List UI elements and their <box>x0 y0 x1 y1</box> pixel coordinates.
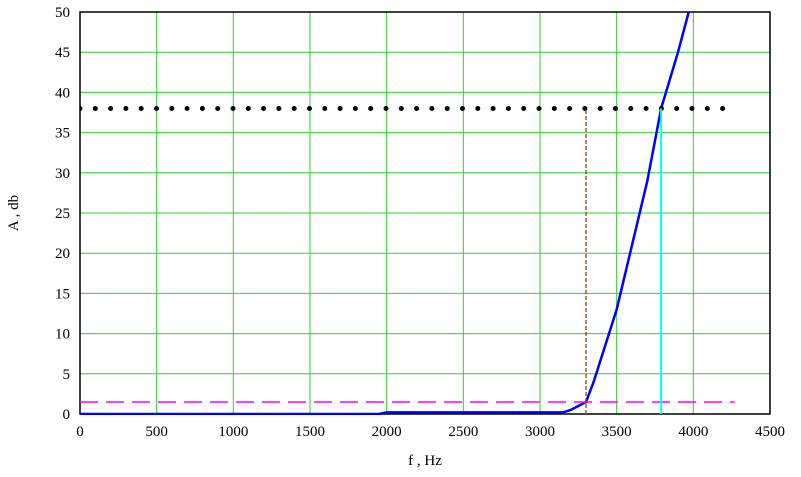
y-tick-label: 50 <box>55 5 70 21</box>
x-tick-label: 3500 <box>602 424 632 440</box>
x-tick-label: 2000 <box>372 424 402 440</box>
y-tick-label: 30 <box>55 166 70 182</box>
y-tick-label: 40 <box>55 85 70 101</box>
plot-frame <box>79 11 771 415</box>
x-tick-label: 500 <box>145 424 168 440</box>
x-tick-label: 4500 <box>755 424 785 440</box>
x-tick-label: 1000 <box>218 424 248 440</box>
y-tick-label: 25 <box>55 206 70 222</box>
series-line <box>80 11 690 415</box>
x-tick-label: 0 <box>76 424 84 440</box>
y-tick-label: 0 <box>63 407 71 423</box>
x-tick-label: 2500 <box>448 424 478 440</box>
y-tick-label: 20 <box>55 246 70 262</box>
y-tick-label: 35 <box>55 126 70 142</box>
x-axis-label: f , Hz <box>408 453 442 469</box>
y-tick-label: 15 <box>55 286 70 302</box>
x-tick-label: 4000 <box>678 424 708 440</box>
y-tick-label: 45 <box>55 45 70 61</box>
y-axis-label: A , db <box>6 195 22 231</box>
x-tick-label: 3000 <box>525 424 555 440</box>
y-tick-label: 5 <box>63 367 71 383</box>
y-tick-label: 10 <box>55 327 70 343</box>
x-tick-label: 1500 <box>295 424 325 440</box>
